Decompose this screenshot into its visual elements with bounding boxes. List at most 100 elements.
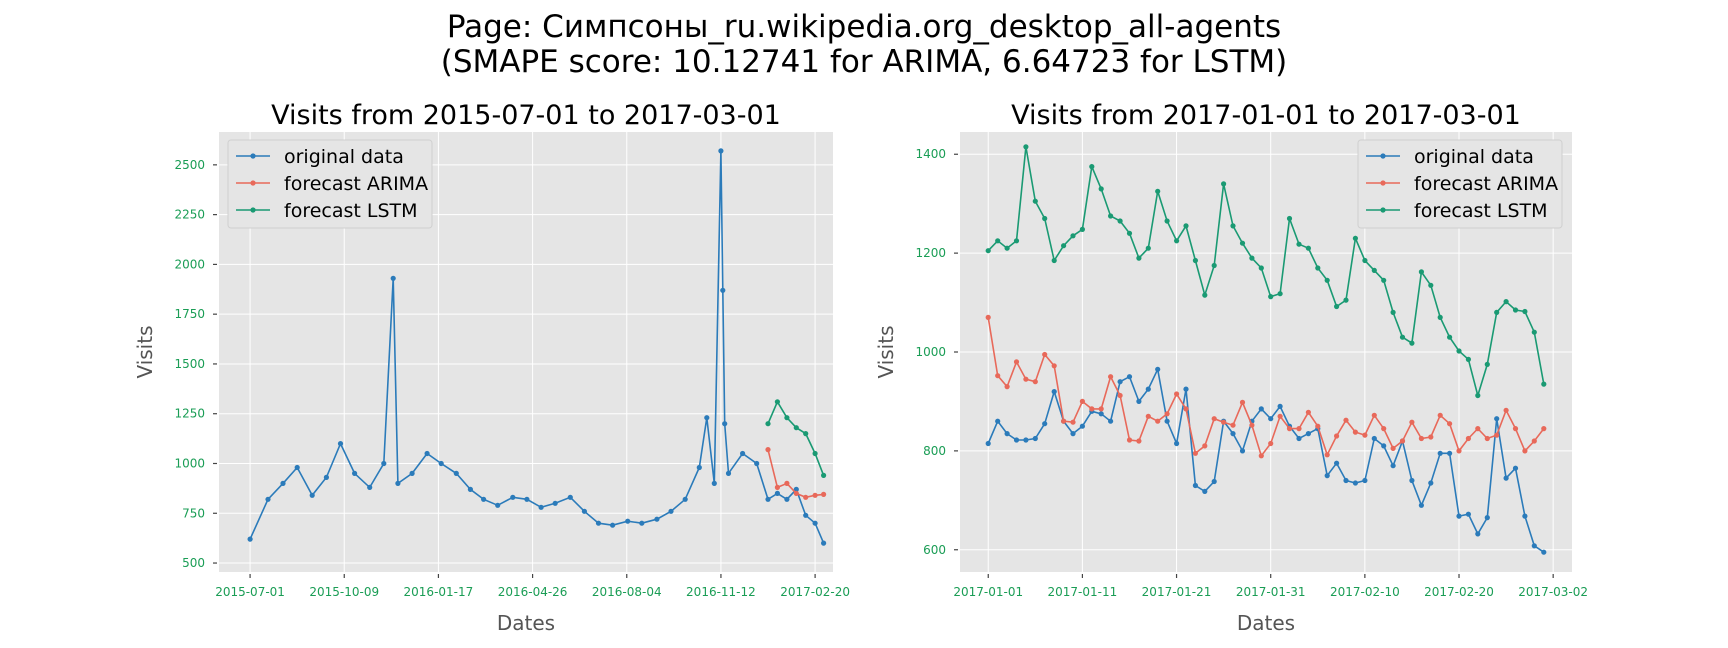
data-point [1070,233,1076,239]
data-point [1174,238,1180,244]
data-point [1230,431,1236,437]
data-point [1286,426,1293,432]
figure-title-line2: (SMAPE score: 10.12741 for ARIMA, 6.6472… [441,44,1288,80]
data-point [765,447,771,453]
data-point [668,508,674,514]
data-point [1503,407,1509,413]
data-point [1512,307,1519,313]
data-point [1239,448,1246,454]
data-point [438,460,444,467]
data-point [784,496,790,502]
series-forecast-LSTM [985,144,1547,399]
data-point [740,450,746,457]
data-point [1362,432,1368,438]
data-point [985,248,991,254]
data-point [247,536,253,542]
x-tick-label: 2016-08-04 [592,585,662,599]
data-point [793,490,799,496]
data-point [1277,291,1283,297]
data-point [625,518,631,524]
data-point [711,480,717,486]
data-point [280,480,286,486]
data-point [985,314,991,320]
data-point [784,480,790,486]
data-point [1494,416,1500,422]
data-point [1296,435,1302,442]
data-point [1456,448,1462,454]
legend-swatch-marker [1380,153,1386,159]
data-point [1324,473,1330,479]
data-point [1437,314,1443,320]
data-point [367,484,373,490]
data-point [1371,412,1377,418]
data-point [323,474,329,480]
data-point [1418,269,1424,275]
panel-title: Visits from 2015-07-01 to 2017-03-01 [271,100,781,131]
data-point [1183,223,1189,229]
panel-title: Visits from 2017-01-01 to 2017-03-01 [1011,100,1521,131]
data-point [294,464,300,471]
data-point [1390,445,1396,451]
data-point [1061,243,1067,249]
x-tick-label: 2017-02-10 [1330,585,1400,599]
data-point [1503,299,1509,305]
data-point [1447,421,1453,427]
data-point [1475,426,1481,432]
data-point [1023,144,1029,150]
data-point [812,450,818,457]
data-point [1362,257,1368,264]
data-point [510,494,516,500]
data-point [1296,426,1302,432]
data-point [1126,374,1133,380]
data-point [1277,413,1283,419]
data-point [409,470,415,476]
data-point [704,415,710,421]
data-point [1531,543,1537,549]
legend-label: forecast LSTM [284,200,418,222]
data-point [1145,413,1151,419]
legend-label: forecast LSTM [1414,200,1548,222]
data-point [1221,181,1227,187]
data-point [1117,218,1123,224]
data-point [1108,418,1114,424]
data-point [1145,386,1151,392]
data-point [1202,443,1208,449]
data-point [1343,417,1349,423]
legend: original data forecast ARIMA forecast LSTM [1357,139,1563,229]
data-point [1371,435,1377,442]
data-point [793,425,799,431]
chart-panel-left: 2015-07-01 2015-10-09 2016-01-17 2016-04-26… [133,100,850,635]
data-point [1428,282,1434,288]
data-point [720,287,726,293]
data-point [1136,255,1142,261]
x-tick-label: 2017-01-11 [1048,585,1118,599]
data-point [1381,443,1387,449]
data-point [803,494,809,500]
data-point [1456,348,1462,354]
data-point [1079,423,1085,429]
x-tick-label: 2017-02-20 [1424,585,1494,599]
data-point [1032,379,1038,385]
data-point [1108,213,1114,219]
data-point [1258,453,1264,459]
data-point [1202,292,1208,298]
data-point [1352,429,1358,435]
data-point [995,373,1001,379]
x-tick-label: 2015-07-01 [215,585,285,599]
data-point [765,496,771,502]
data-point [567,494,573,500]
legend-box [227,139,433,229]
data-point [424,450,430,457]
data-point [524,496,530,502]
data-point [1268,294,1274,300]
y-tick-label: 1200 [915,246,946,260]
data-point [1098,186,1104,192]
x-tick-label: 2016-01-17 [404,585,474,599]
data-point [1437,412,1443,418]
data-point [1409,477,1415,484]
data-point [1164,218,1170,224]
data-point [1042,421,1048,427]
data-point [1023,376,1029,382]
data-point [1465,356,1471,362]
